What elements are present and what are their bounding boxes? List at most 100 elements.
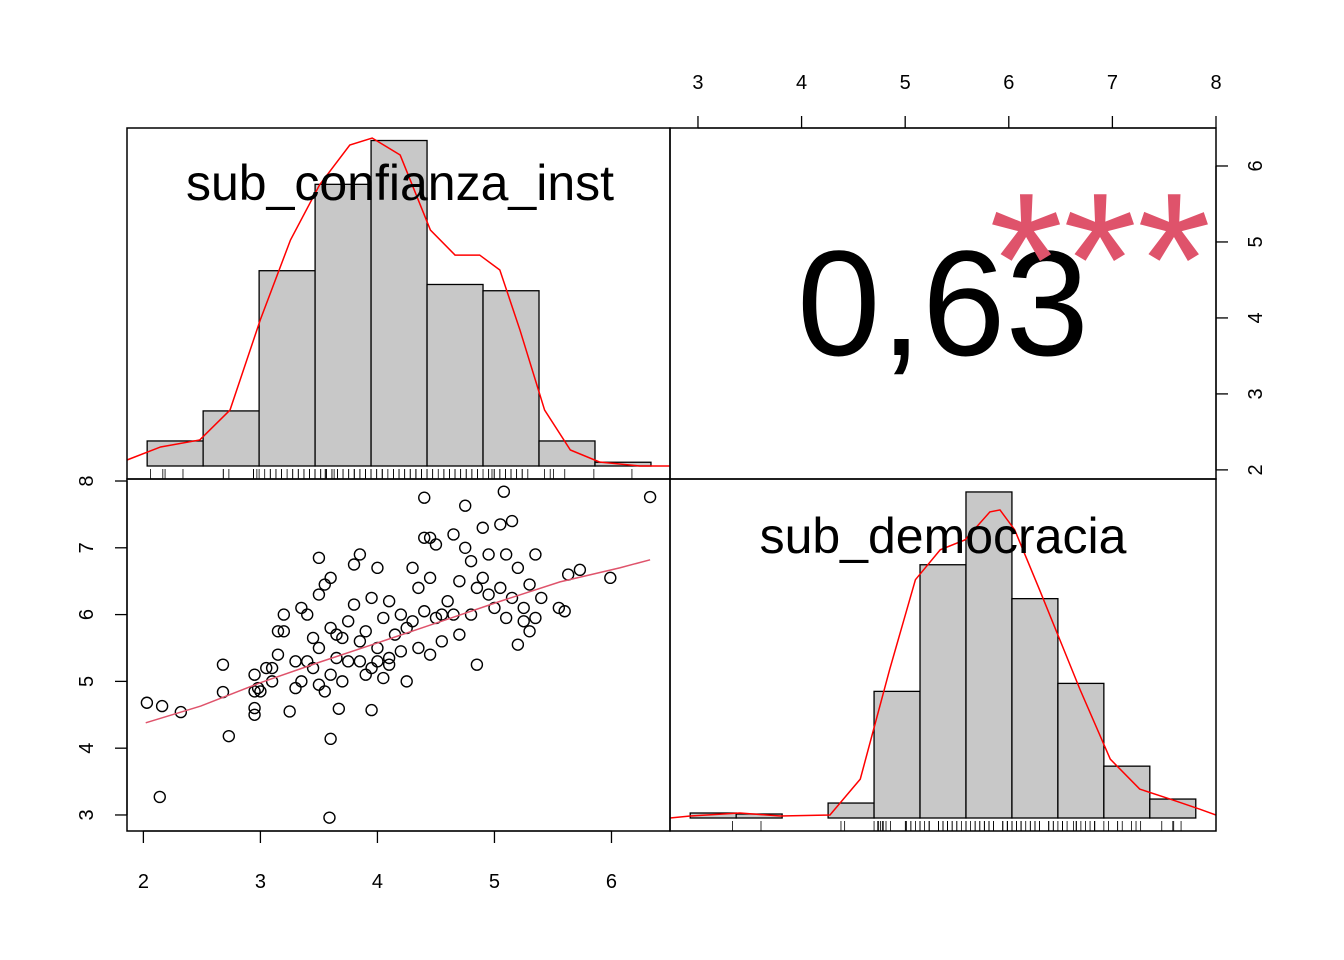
point bbox=[248, 668, 261, 681]
bar bbox=[827, 802, 875, 819]
point bbox=[353, 655, 367, 668]
point bbox=[312, 588, 326, 601]
point bbox=[517, 615, 530, 628]
point bbox=[435, 608, 448, 621]
point bbox=[265, 675, 279, 688]
point bbox=[470, 658, 484, 671]
x-tick-label: 4 bbox=[372, 871, 383, 893]
density-line bbox=[127, 137, 670, 467]
bar bbox=[873, 690, 921, 819]
point bbox=[295, 675, 308, 688]
fit-line bbox=[145, 559, 651, 724]
point bbox=[412, 581, 425, 595]
bar bbox=[1103, 765, 1151, 819]
point bbox=[482, 588, 495, 601]
point bbox=[271, 648, 285, 661]
bar bbox=[482, 290, 540, 467]
frame bbox=[669, 478, 1217, 832]
point bbox=[511, 638, 525, 651]
point bbox=[312, 641, 326, 655]
point bbox=[365, 661, 378, 675]
point bbox=[464, 554, 478, 568]
point bbox=[324, 668, 337, 681]
point bbox=[365, 703, 378, 717]
point bbox=[573, 563, 587, 577]
bar bbox=[919, 564, 967, 819]
point bbox=[523, 625, 536, 638]
point bbox=[251, 681, 265, 695]
point bbox=[341, 615, 355, 628]
significance-stars: *** bbox=[989, 154, 1211, 366]
point bbox=[494, 581, 507, 595]
point bbox=[318, 578, 331, 591]
point bbox=[604, 571, 617, 585]
point bbox=[301, 608, 314, 621]
panel-title: sub_confianza_inst bbox=[186, 155, 614, 211]
point bbox=[418, 531, 431, 544]
correlation-value: 0,63 bbox=[797, 219, 1089, 387]
point bbox=[535, 591, 548, 605]
point bbox=[324, 732, 337, 746]
x-tick-label: 8 bbox=[1210, 72, 1221, 94]
point bbox=[260, 661, 273, 675]
point bbox=[365, 591, 378, 605]
point bbox=[643, 490, 657, 504]
point bbox=[330, 628, 343, 641]
point bbox=[295, 601, 308, 615]
point bbox=[406, 615, 419, 628]
point bbox=[459, 541, 472, 554]
point bbox=[265, 661, 279, 675]
y-tick-label: 8 bbox=[76, 475, 98, 486]
bar bbox=[202, 410, 260, 467]
bar bbox=[1011, 597, 1059, 819]
point bbox=[499, 548, 513, 561]
point bbox=[312, 678, 326, 691]
point bbox=[529, 611, 542, 625]
y-tick-label: 5 bbox=[1245, 236, 1267, 247]
point bbox=[353, 548, 367, 561]
bar bbox=[1057, 682, 1105, 819]
point bbox=[499, 611, 513, 625]
point bbox=[248, 708, 261, 721]
bar bbox=[314, 183, 372, 467]
y-tick-label: 6 bbox=[1245, 160, 1267, 171]
point bbox=[505, 591, 519, 605]
point bbox=[336, 631, 349, 645]
point bbox=[306, 631, 320, 645]
point bbox=[453, 574, 466, 588]
point bbox=[552, 601, 566, 615]
point bbox=[511, 561, 525, 575]
bar bbox=[426, 283, 484, 467]
point bbox=[394, 608, 408, 621]
point bbox=[482, 548, 495, 561]
point bbox=[394, 645, 408, 658]
point bbox=[248, 685, 261, 698]
x-tick-label: 5 bbox=[489, 871, 500, 893]
point bbox=[359, 668, 372, 681]
point bbox=[418, 605, 431, 618]
y-tick-label: 4 bbox=[1245, 312, 1267, 323]
point bbox=[289, 681, 302, 695]
point bbox=[324, 571, 337, 585]
x-tick-label: 4 bbox=[796, 72, 807, 94]
point bbox=[494, 518, 507, 531]
x-tick-label: 5 bbox=[900, 72, 911, 94]
point bbox=[277, 608, 291, 621]
x-tick-label: 2 bbox=[138, 871, 149, 893]
panel-scatter bbox=[140, 485, 657, 824]
point bbox=[382, 658, 396, 671]
density-line bbox=[670, 509, 1216, 819]
y-tick-label: 4 bbox=[76, 743, 98, 754]
point bbox=[412, 641, 425, 655]
point bbox=[359, 625, 372, 638]
panel-frames bbox=[126, 127, 1217, 832]
point bbox=[441, 595, 454, 608]
y-tick-label: 5 bbox=[76, 676, 98, 687]
bar bbox=[1149, 798, 1197, 819]
point bbox=[174, 705, 188, 719]
point bbox=[341, 655, 355, 668]
point bbox=[140, 696, 154, 709]
panel-correlation: 0,63*** bbox=[797, 154, 1211, 387]
y-tick-label: 2 bbox=[1245, 464, 1267, 475]
